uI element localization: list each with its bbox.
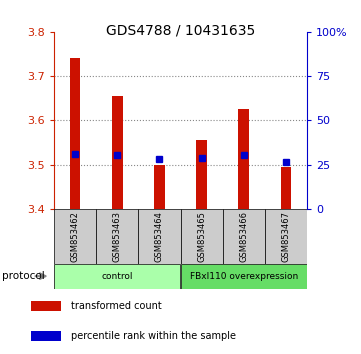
Text: GSM853463: GSM853463 <box>113 211 122 262</box>
Bar <box>223 209 265 264</box>
Text: control: control <box>101 272 133 281</box>
Bar <box>265 209 307 264</box>
Text: GSM853465: GSM853465 <box>197 211 206 262</box>
Bar <box>54 264 180 289</box>
Bar <box>196 140 207 209</box>
Bar <box>280 167 291 209</box>
Bar <box>238 109 249 209</box>
Text: GSM853464: GSM853464 <box>155 211 164 262</box>
Text: GSM853467: GSM853467 <box>281 211 290 262</box>
Bar <box>180 264 307 289</box>
Text: percentile rank within the sample: percentile rank within the sample <box>71 331 236 341</box>
Bar <box>180 209 223 264</box>
Bar <box>138 209 180 264</box>
Bar <box>31 301 61 312</box>
Bar <box>31 331 61 341</box>
Text: protocol: protocol <box>2 271 44 281</box>
Bar <box>54 209 96 264</box>
Bar <box>70 58 81 209</box>
Text: GSM853462: GSM853462 <box>71 211 80 262</box>
Text: GSM853466: GSM853466 <box>239 211 248 262</box>
Text: GDS4788 / 10431635: GDS4788 / 10431635 <box>106 23 255 37</box>
Bar <box>96 209 138 264</box>
Text: transformed count: transformed count <box>71 301 162 311</box>
Bar <box>112 96 123 209</box>
Text: FBxl110 overexpression: FBxl110 overexpression <box>190 272 298 281</box>
Bar <box>154 165 165 209</box>
